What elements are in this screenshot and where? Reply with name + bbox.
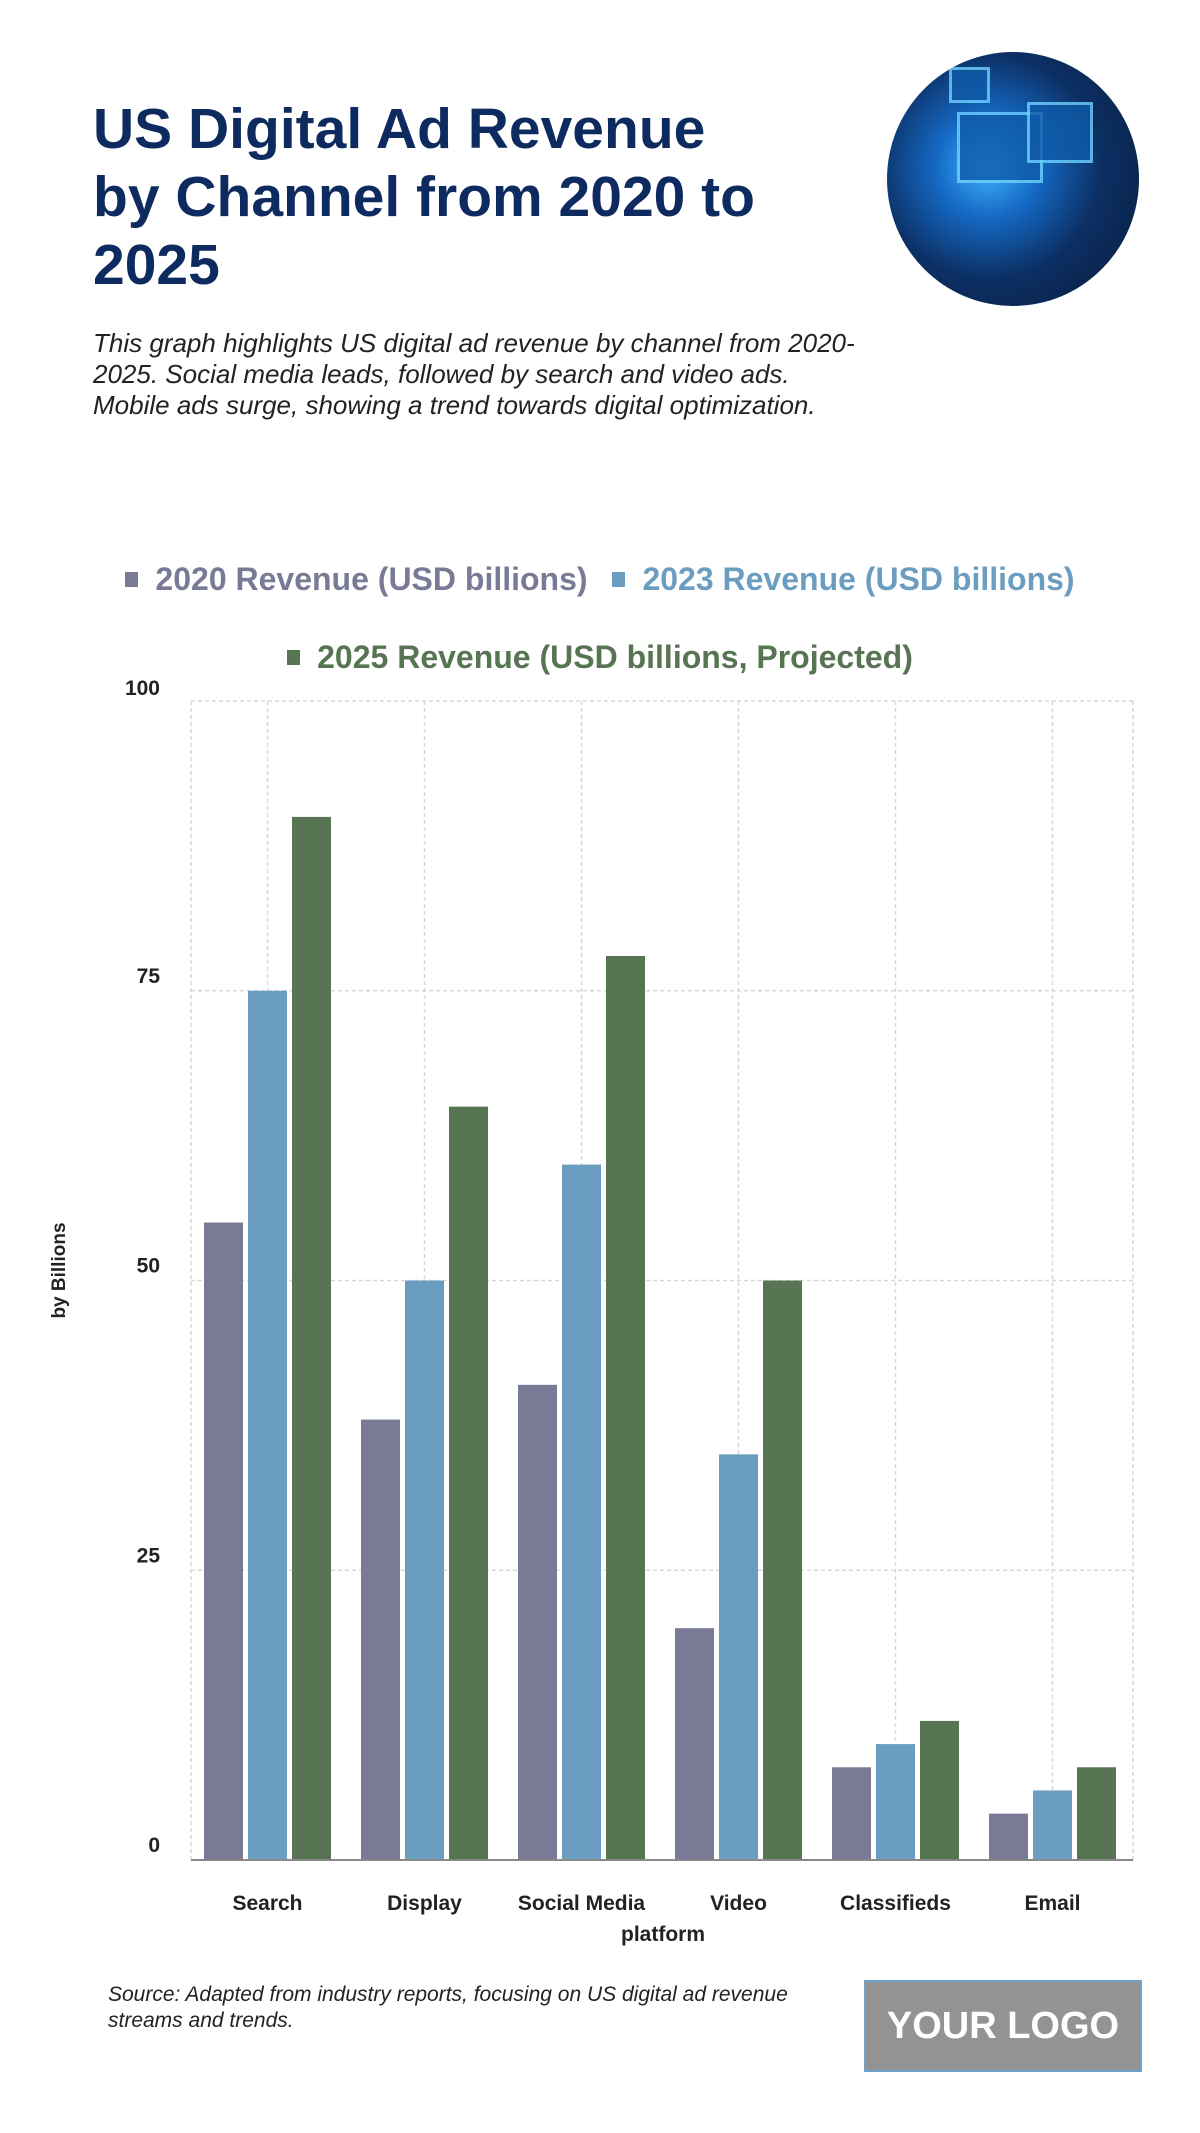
monitor-graphic [1027,102,1093,163]
bar-email-2 [1077,1767,1116,1860]
y-tick-label: 100 [125,677,160,700]
bar-search-0 [204,1222,243,1860]
legend-swatch [612,572,626,587]
y-axis-title: by Billions [49,1222,70,1318]
bar-social-media-1 [562,1164,601,1860]
bar-social-media-2 [606,955,645,1860]
legend-label: 2020 Revenue (USD billions) [155,561,588,597]
y-tick-label: 75 [137,965,161,988]
legend-row-1: 2020 Revenue (USD billions) 2023 Revenue… [0,558,1200,598]
legend-label: 2025 Revenue (USD billions, Projected) [317,639,913,675]
legend-swatch [125,572,139,587]
bar-classifieds-1 [876,1744,915,1860]
bar-classifieds-2 [920,1720,959,1860]
legend-label: 2023 Revenue (USD billions) [642,561,1075,597]
bar-video-2 [763,1280,802,1860]
x-tick-label: Search [232,1892,302,1915]
source-note: Source: Adapted from industry reports, f… [108,1983,788,2032]
bar-display-0 [361,1419,400,1860]
bar-display-1 [405,1280,444,1860]
x-tick-label: Email [1024,1892,1080,1915]
header-photo [887,52,1139,306]
y-tick-label: 25 [137,1544,161,1567]
bar-video-0 [675,1628,714,1860]
bar-display-2 [449,1106,488,1860]
legend-item-2023: 2023 Revenue (USD billions) [612,561,1075,598]
bar-classifieds-0 [832,1767,871,1860]
y-tick-label: 50 [137,1255,160,1278]
bar-search-2 [292,816,331,1860]
bar-email-0 [989,1813,1028,1860]
x-axis-title: platform [621,1923,705,1946]
logo-placeholder: YOUR LOGO [864,1980,1142,2072]
bar-email-1 [1033,1790,1072,1860]
bar-search-1 [248,990,287,1860]
x-tick-label: Display [387,1892,462,1915]
x-tick-label: Social Media [518,1892,646,1915]
bar-video-1 [719,1454,758,1860]
legend-item-2025: 2025 Revenue (USD billions, Projected) [287,639,913,676]
page-title: US Digital Ad Revenue by Channel from 20… [93,97,755,297]
page-subtitle: This graph highlights US digital ad reve… [93,328,855,420]
bar-social-media-0 [518,1384,557,1860]
legend-item-2020: 2020 Revenue (USD billions) [125,561,588,598]
legend-swatch [287,650,301,665]
x-tick-label: Classifieds [840,1892,951,1915]
x-tick-label: Video [710,1892,767,1915]
y-tick-label: 0 [148,1834,160,1857]
monitor-graphic [949,67,990,103]
legend-row-2: 2025 Revenue (USD billions, Projected) [0,636,1200,676]
